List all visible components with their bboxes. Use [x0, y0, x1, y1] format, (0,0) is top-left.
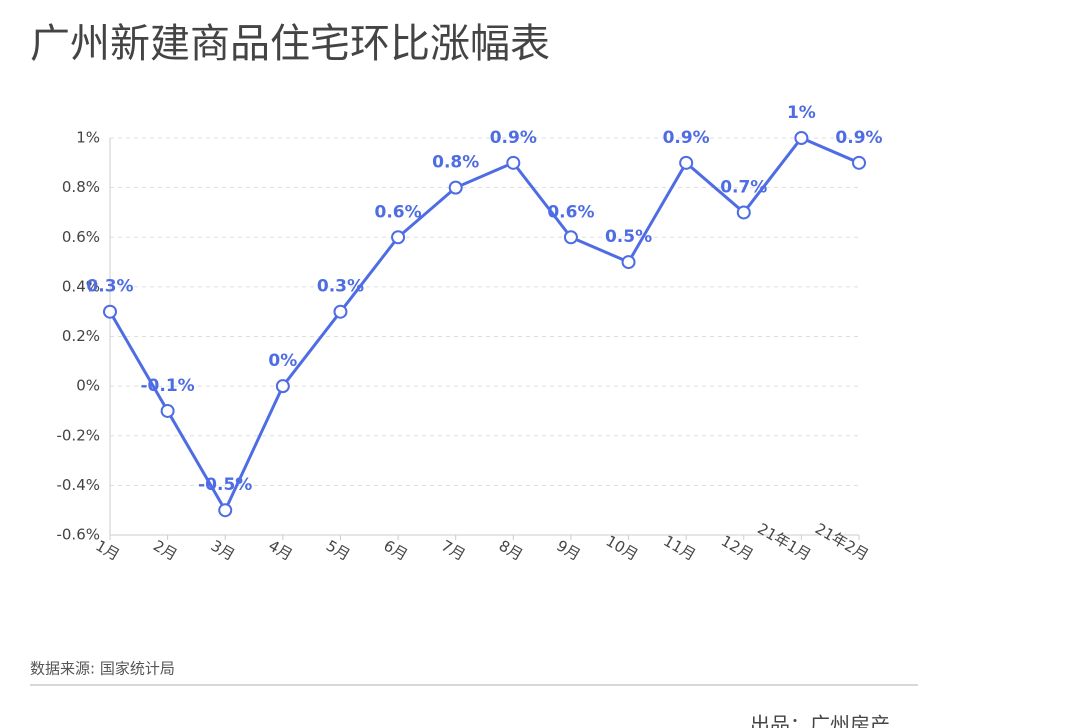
- value-label: -0.5%: [198, 475, 252, 495]
- data-point: [391, 230, 406, 245]
- x-tick-label: 12月: [718, 532, 757, 565]
- x-tick-label: 4月: [265, 536, 295, 564]
- value-label: 0.3%: [317, 277, 364, 297]
- data-point: [103, 304, 117, 319]
- data-point: [621, 255, 636, 270]
- x-tick-label: 5月: [323, 536, 353, 564]
- x-tick-label: 7月: [438, 536, 468, 564]
- x-tick-label: 8月: [496, 536, 526, 564]
- value-label: 0.9%: [835, 128, 882, 148]
- data-point: [794, 131, 809, 145]
- data-point: [275, 379, 290, 394]
- data-point: [563, 230, 578, 245]
- x-tick-label: 9月: [553, 536, 583, 564]
- x-tick-label: 6月: [381, 536, 411, 564]
- chart-title: 广州新建商品住宅环比涨幅表: [30, 21, 550, 67]
- value-label: 0.9%: [490, 128, 537, 148]
- credit: 出品：广州房产: [750, 713, 890, 728]
- value-label: 0.6%: [374, 202, 421, 222]
- value-label: 0.6%: [547, 202, 594, 222]
- y-tick-label: 0.2%: [62, 327, 100, 345]
- x-tick-label: 21年1月: [754, 519, 814, 564]
- x-tick-label: 10月: [603, 532, 642, 565]
- value-label: 0.8%: [432, 153, 479, 173]
- y-tick-label: -0.4%: [56, 476, 100, 494]
- value-label: 0.7%: [720, 177, 767, 197]
- x-tick-label: 11月: [660, 532, 699, 565]
- value-label: 0.3%: [86, 277, 133, 297]
- data-point: [679, 155, 694, 170]
- y-tick-label: 0.4%: [62, 277, 100, 295]
- data-point: [448, 180, 463, 195]
- x-tick-label: 3月: [208, 536, 238, 564]
- value-label: 0.5%: [605, 227, 652, 247]
- data-line: [108, 136, 860, 514]
- value-label: 1%: [787, 103, 816, 123]
- data-point: [852, 155, 866, 170]
- y-tick-label: -0.2%: [56, 426, 100, 444]
- data-point: [160, 403, 175, 418]
- value-label: 0.9%: [663, 128, 710, 148]
- x-tick-label: 21年2月: [812, 519, 872, 564]
- data-point: [333, 304, 348, 319]
- data-point: [736, 205, 751, 220]
- data-point: [506, 155, 521, 170]
- data-point: [218, 503, 233, 518]
- value-label: -0.1%: [141, 376, 195, 396]
- x-tick-label: 2月: [150, 536, 180, 564]
- y-tick-label: -0.6%: [56, 526, 100, 544]
- y-tick-label: 0%: [76, 377, 100, 395]
- y-tick-label: 0.6%: [62, 228, 100, 246]
- source-note: 数据来源: 国家统计局: [30, 660, 175, 678]
- y-tick-label: 1%: [76, 129, 100, 147]
- value-label: 0%: [268, 351, 297, 371]
- y-tick-label: 0.8%: [62, 178, 100, 196]
